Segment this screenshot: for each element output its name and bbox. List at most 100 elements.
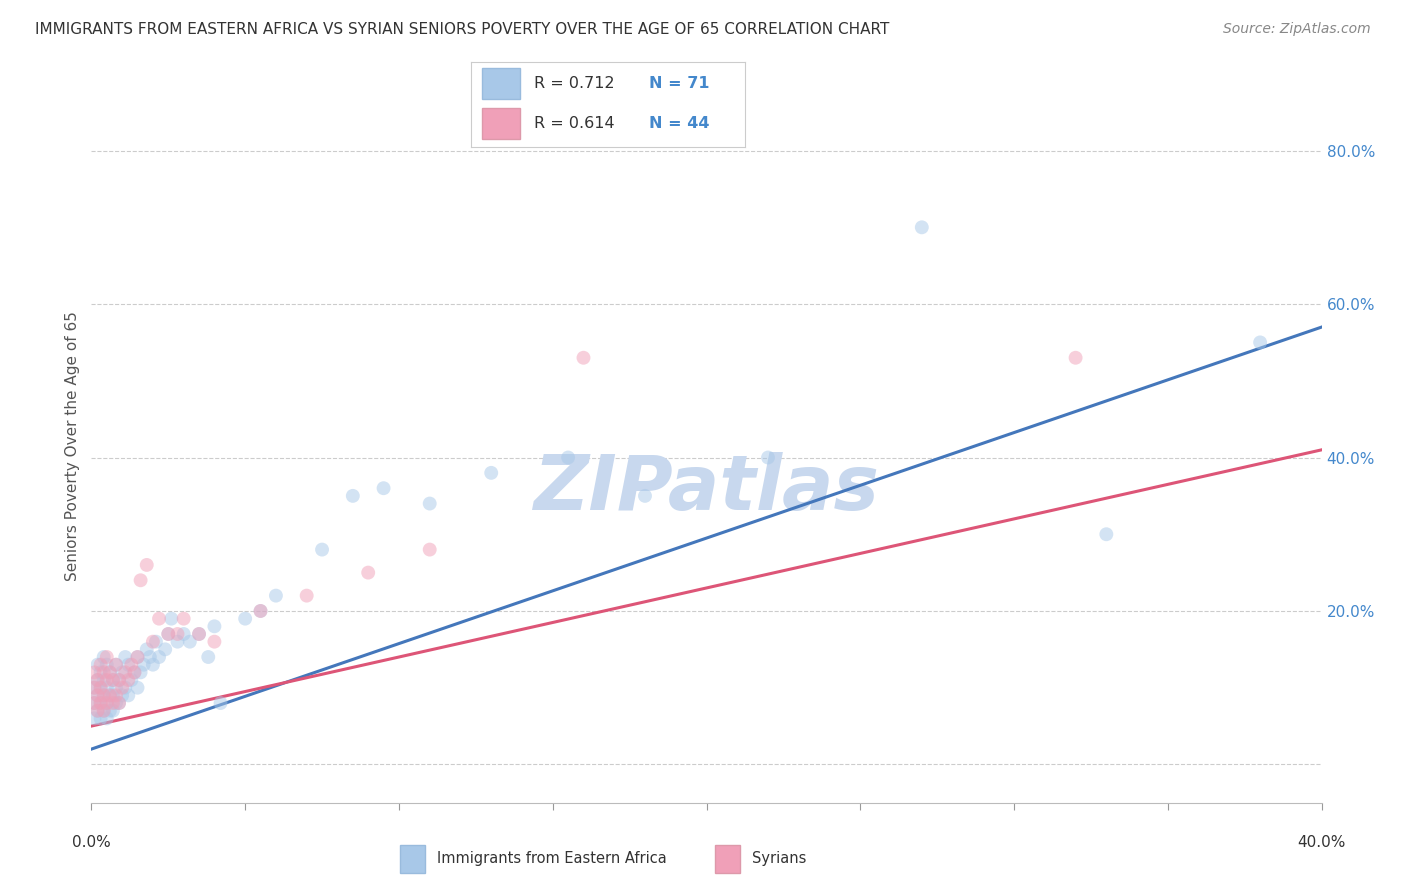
Point xyxy=(90,681,112,695)
Text: R = 0.614: R = 0.614 xyxy=(534,116,614,131)
Text: 40.0%: 40.0% xyxy=(1298,836,1346,850)
Point xyxy=(166,634,188,648)
Point xyxy=(157,627,180,641)
Point xyxy=(311,542,333,557)
Point xyxy=(90,665,112,680)
Point xyxy=(249,604,271,618)
Point xyxy=(142,657,165,672)
Point xyxy=(105,657,127,672)
Point xyxy=(105,689,127,703)
Point xyxy=(160,612,183,626)
Point xyxy=(135,642,157,657)
FancyBboxPatch shape xyxy=(716,846,740,872)
Point xyxy=(101,673,124,687)
Point xyxy=(295,589,318,603)
Point xyxy=(139,650,162,665)
Point xyxy=(111,665,134,680)
Point xyxy=(96,673,118,687)
Point xyxy=(127,650,149,665)
Point xyxy=(93,665,115,680)
Point xyxy=(108,696,131,710)
Point xyxy=(173,612,195,626)
Point xyxy=(117,657,139,672)
Point xyxy=(98,689,121,703)
Point xyxy=(93,704,115,718)
Point xyxy=(90,711,112,725)
Point xyxy=(96,696,118,710)
Point xyxy=(96,681,118,695)
Point xyxy=(756,450,779,465)
Point xyxy=(96,696,118,710)
Point xyxy=(93,673,115,687)
Text: ZIPatlas: ZIPatlas xyxy=(533,452,880,525)
Point xyxy=(120,673,142,687)
Point xyxy=(83,696,105,710)
Point xyxy=(179,634,201,648)
Point xyxy=(634,489,657,503)
Point xyxy=(93,650,115,665)
Point xyxy=(142,634,165,648)
Point xyxy=(153,642,177,657)
Text: Source: ZipAtlas.com: Source: ZipAtlas.com xyxy=(1223,22,1371,37)
Point xyxy=(114,650,136,665)
Point xyxy=(117,673,139,687)
Point xyxy=(127,650,149,665)
Point xyxy=(114,681,136,695)
FancyBboxPatch shape xyxy=(399,846,425,872)
Point xyxy=(1095,527,1118,541)
Point xyxy=(86,689,108,703)
Point xyxy=(572,351,595,365)
Point xyxy=(264,589,287,603)
Point xyxy=(90,696,112,710)
Point xyxy=(148,612,170,626)
Point xyxy=(114,665,136,680)
Point xyxy=(105,657,127,672)
Point xyxy=(108,673,131,687)
Point xyxy=(86,689,108,703)
Point xyxy=(101,673,124,687)
Point xyxy=(249,604,271,618)
Point xyxy=(101,696,124,710)
Point xyxy=(188,627,211,641)
Point xyxy=(148,650,170,665)
FancyBboxPatch shape xyxy=(482,69,520,99)
Point xyxy=(86,673,108,687)
Point xyxy=(108,696,131,710)
Point xyxy=(90,696,112,710)
Point xyxy=(166,627,188,641)
Point xyxy=(117,689,139,703)
Point xyxy=(86,673,108,687)
Text: N = 44: N = 44 xyxy=(650,116,710,131)
Point xyxy=(145,634,167,648)
Point xyxy=(419,542,441,557)
Point xyxy=(98,665,121,680)
Point xyxy=(93,704,115,718)
Point xyxy=(111,681,134,695)
Point xyxy=(124,665,146,680)
Point xyxy=(111,689,134,703)
Text: Immigrants from Eastern Africa: Immigrants from Eastern Africa xyxy=(437,852,666,866)
Point xyxy=(1064,351,1087,365)
Point xyxy=(124,665,146,680)
Point xyxy=(127,681,149,695)
Point xyxy=(108,673,131,687)
Point xyxy=(911,220,934,235)
Point xyxy=(209,696,232,710)
Point xyxy=(83,696,105,710)
Point xyxy=(98,665,121,680)
Point xyxy=(419,497,441,511)
Text: R = 0.712: R = 0.712 xyxy=(534,76,614,91)
Point xyxy=(105,696,127,710)
Point xyxy=(93,689,115,703)
Point xyxy=(83,711,105,725)
Point xyxy=(105,681,127,695)
Point xyxy=(129,574,152,588)
Text: N = 71: N = 71 xyxy=(650,76,710,91)
Y-axis label: Seniors Poverty Over the Age of 65: Seniors Poverty Over the Age of 65 xyxy=(65,311,80,581)
Point xyxy=(557,450,579,465)
Point xyxy=(98,689,121,703)
Point xyxy=(342,489,364,503)
Point xyxy=(101,704,124,718)
Point xyxy=(120,657,142,672)
Point xyxy=(86,657,108,672)
